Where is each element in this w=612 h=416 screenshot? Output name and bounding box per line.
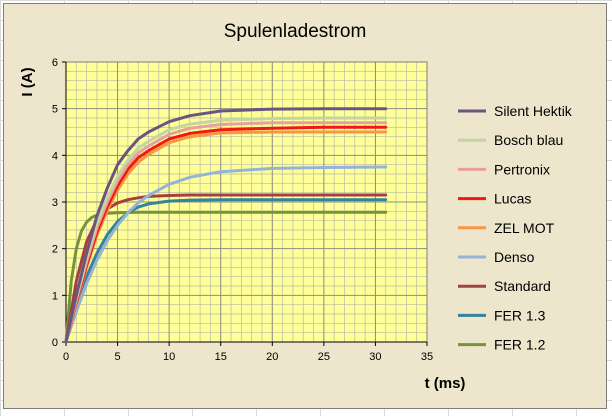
y-tick-label: 5: [52, 104, 58, 116]
legend-label-standard: Standard: [494, 278, 551, 294]
legend-label-pertronix: Pertronix: [494, 161, 550, 177]
series-line-silent-hektik: [64, 107, 388, 344]
y-tick-label: 6: [52, 57, 58, 69]
x-tick-label: 5: [115, 351, 121, 363]
chart-title: Spulenladestrom: [224, 21, 367, 42]
x-tick-label: 15: [215, 351, 227, 363]
legend: Silent Hektik Bosch blau Pertronix Lucas ZEL…: [458, 103, 573, 353]
legend-label-bosch-blau: Bosch blau: [494, 132, 563, 148]
legend-label-denso: Denso: [494, 249, 535, 265]
y-tick-label: 2: [52, 244, 58, 256]
legend-label-fer-1-3: FER 1.3: [494, 307, 546, 323]
series-line-standard: [64, 193, 388, 344]
legend-label-lucas: Lucas: [494, 191, 531, 207]
y-tick-label: 1: [52, 290, 58, 302]
x-tick-label: 25: [318, 351, 330, 363]
y-tick-label: 4: [52, 150, 58, 162]
y-tick-label: 0: [52, 337, 58, 349]
x-tick-label: 0: [63, 351, 69, 363]
legend-label-fer-1-2: FER 1.2: [494, 337, 546, 353]
x-tick-label: 35: [421, 351, 433, 363]
series-line-denso: [64, 165, 388, 344]
x-tick-label: 30: [369, 351, 381, 363]
x-tick-label: 20: [266, 351, 278, 363]
legend-label-zel-mot: ZEL MOT: [494, 220, 555, 236]
x-tick-label: 10: [163, 351, 175, 363]
legend-label-silent-hektik: Silent Hektik: [494, 103, 573, 119]
y-tick-label: 3: [52, 197, 58, 209]
x-axis-label: t (ms): [425, 375, 466, 392]
series-line-fer-1-3: [64, 198, 388, 344]
y-axis-label: I (A): [19, 67, 36, 96]
